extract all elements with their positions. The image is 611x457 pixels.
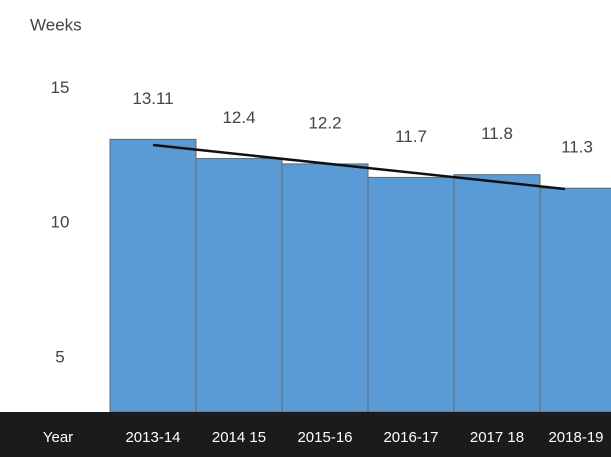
y-tick-label: 10 xyxy=(51,213,70,232)
value-label: 11.8 xyxy=(481,124,513,143)
x-axis-band xyxy=(0,412,611,457)
bar xyxy=(453,174,541,413)
bar xyxy=(539,187,611,413)
value-label: 13.11 xyxy=(132,89,173,108)
y-axis-label: Weeks xyxy=(30,15,82,34)
x-tick-label: 2016-17 xyxy=(383,429,438,446)
x-tick-label: 2013-14 xyxy=(125,429,180,446)
y-tick-label: 15 xyxy=(51,78,70,97)
bar xyxy=(109,138,197,413)
x-axis: Year 2013-14 2014 15 2015-16 2016-17 2017 18… xyxy=(43,429,604,446)
bar xyxy=(195,158,283,413)
bar xyxy=(367,176,455,413)
value-label: 11.3 xyxy=(561,138,593,157)
value-label: 12.2 xyxy=(308,113,341,132)
y-tick-label: 5 xyxy=(55,348,64,367)
bar xyxy=(281,163,369,413)
x-tick-label: 2017 18 xyxy=(470,429,524,446)
value-label: 12.4 xyxy=(222,108,255,127)
x-tick-label: 2015-16 xyxy=(297,429,352,446)
x-axis-label: Year xyxy=(43,429,73,446)
x-tick-label: 2018-19 xyxy=(548,429,603,446)
trend-line xyxy=(152,143,566,191)
value-label: 11.7 xyxy=(395,127,427,146)
x-tick-label: 2014 15 xyxy=(212,429,266,446)
